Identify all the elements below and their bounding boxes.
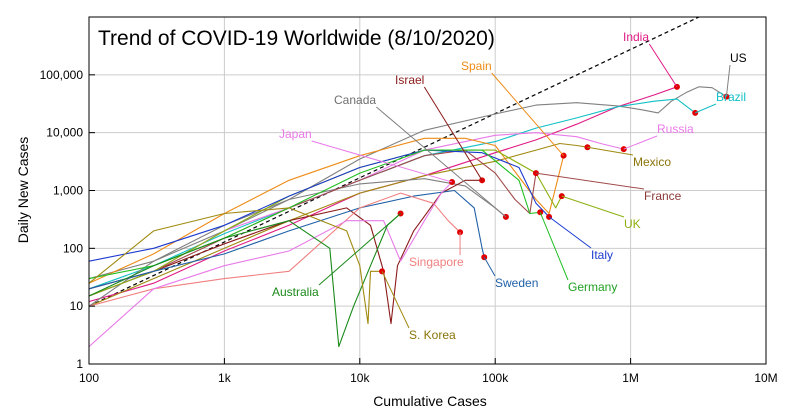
label-leader-mexico bbox=[587, 146, 634, 156]
y-tick-label: 100 bbox=[63, 241, 83, 255]
label-leader-france bbox=[535, 172, 645, 190]
label-leader-sweden bbox=[483, 257, 496, 277]
x-tick-label: 10M bbox=[754, 371, 777, 385]
label-leader-uk bbox=[561, 195, 625, 218]
label-leader-us bbox=[725, 64, 731, 97]
label-leader-japan bbox=[311, 140, 453, 183]
series-label-s-korea: S. Korea bbox=[409, 328, 456, 342]
label-leader-spain bbox=[491, 72, 564, 157]
x-tick-layer: 100 1k 10k 100k 1M 10M bbox=[79, 358, 778, 385]
x-tick-label: 1M bbox=[622, 371, 639, 385]
label-leader-australia bbox=[318, 213, 401, 286]
series-label-uk: UK bbox=[624, 217, 641, 231]
label-leader-israel bbox=[423, 86, 483, 181]
x-tick-label: 100k bbox=[482, 371, 509, 385]
series-label-mexico: Mexico bbox=[633, 155, 671, 169]
x-axis-title: Cumulative Cases bbox=[373, 393, 487, 409]
label-leader-germany bbox=[539, 212, 569, 281]
label-leader-italy bbox=[548, 216, 592, 249]
x-tick-label: 100 bbox=[79, 371, 99, 385]
series-label-israel: Israel bbox=[395, 73, 424, 87]
series-line-mexico bbox=[89, 142, 588, 307]
series-label-russia: Russia bbox=[657, 122, 694, 136]
series-label-australia: Australia bbox=[272, 285, 319, 299]
series-label-germany: Germany bbox=[568, 280, 617, 294]
chart-title: Trend of COVID-19 Worldwide (8/10/2020) bbox=[98, 27, 495, 50]
x-tick-label: 10k bbox=[350, 371, 370, 385]
x-tick-label: 1k bbox=[218, 371, 232, 385]
series-label-sweden: Sweden bbox=[495, 276, 538, 290]
y-tick-label: 1 bbox=[76, 357, 83, 371]
series-line-sweden bbox=[89, 189, 485, 290]
series-label-layer: US India Brazil Russia Mexico Canada Spa… bbox=[272, 30, 747, 342]
series-line-canada bbox=[89, 178, 507, 307]
y-tick-label: 1,000 bbox=[53, 184, 83, 198]
y-tick-label: 100,000 bbox=[40, 68, 84, 82]
series-layer bbox=[89, 86, 727, 348]
series-line-uk bbox=[89, 149, 563, 297]
label-leader-russia bbox=[623, 135, 658, 150]
label-leader-s-korea bbox=[381, 271, 410, 329]
series-line-singapore bbox=[89, 192, 461, 307]
series-line-france bbox=[89, 149, 537, 297]
series-label-canada: Canada bbox=[334, 93, 376, 107]
y-tick-label: 10,000 bbox=[46, 126, 83, 140]
y-axis-title: Daily New Cases bbox=[15, 137, 31, 244]
series-line-australia bbox=[89, 213, 401, 348]
y-tick-label: 10 bbox=[70, 299, 84, 313]
series-line-brazil bbox=[89, 98, 696, 290]
y-tick-layer: 1 10 100 1,000 10,000 100,000 bbox=[40, 68, 95, 371]
label-leader-layer bbox=[311, 43, 731, 329]
series-line-japan bbox=[89, 181, 453, 348]
label-leader-india bbox=[648, 43, 678, 88]
series-label-brazil: Brazil bbox=[716, 90, 746, 104]
label-leader-canada bbox=[376, 106, 507, 218]
series-line-s-korea bbox=[89, 207, 383, 325]
reference-line-layer bbox=[89, 17, 700, 307]
series-label-japan: Japan bbox=[279, 127, 312, 141]
reference-dashed-line bbox=[89, 17, 700, 307]
series-label-india: India bbox=[623, 30, 649, 44]
series-label-singapore: Singapore bbox=[409, 255, 464, 269]
series-label-us: US bbox=[730, 51, 747, 65]
series-label-italy: Italy bbox=[591, 248, 613, 262]
series-line-italy bbox=[89, 149, 550, 262]
label-leader-brazil bbox=[695, 103, 717, 114]
series-label-spain: Spain bbox=[461, 59, 492, 73]
series-line-spain bbox=[89, 137, 565, 284]
series-label-france: France bbox=[644, 189, 682, 203]
